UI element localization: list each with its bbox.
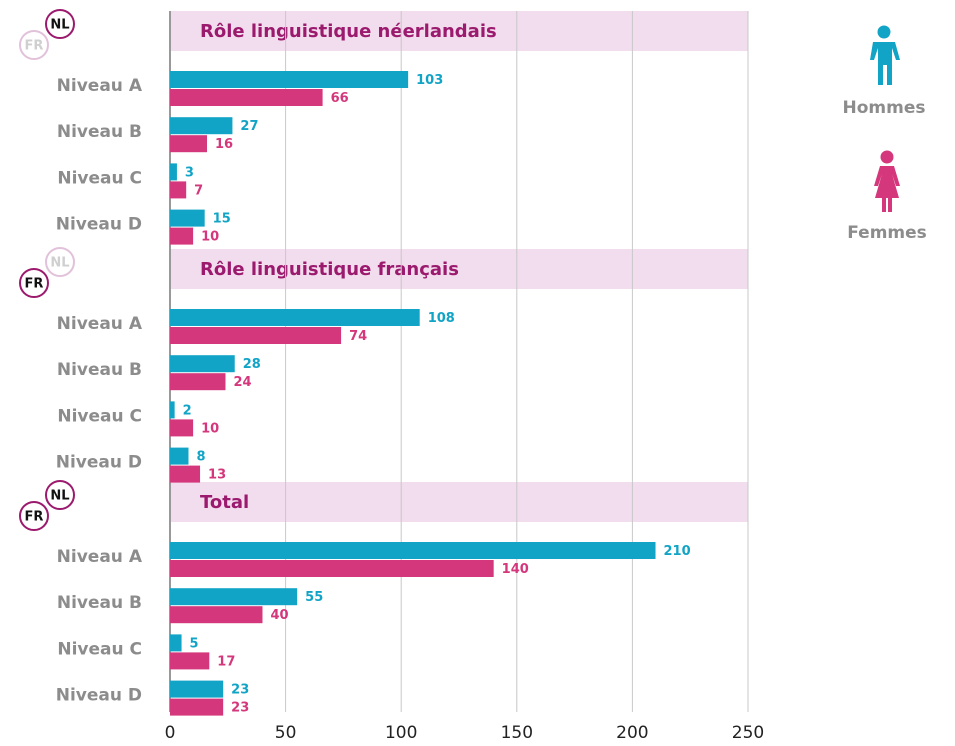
- panel-title: Rôle linguistique néerlandais: [200, 21, 497, 42]
- value-label: 17: [217, 654, 235, 669]
- x-tick-label: 200: [616, 723, 648, 743]
- bar: [170, 89, 323, 106]
- badge: [19, 501, 49, 531]
- bar: [170, 355, 235, 373]
- bar: [170, 117, 233, 135]
- x-tick-label: 100: [385, 723, 417, 743]
- bar: [170, 465, 201, 483]
- x-tick-label: 150: [501, 723, 533, 743]
- badge: [45, 480, 75, 510]
- bar: [170, 71, 409, 88]
- value-label: 10: [201, 230, 219, 245]
- y-tick-label: Niveau B: [57, 593, 142, 613]
- panel-header: [170, 249, 748, 289]
- value-label: 40: [270, 608, 288, 623]
- y-tick-label: Niveau C: [57, 639, 142, 659]
- y-tick-label: Niveau B: [57, 122, 142, 142]
- bar: [170, 163, 177, 181]
- value-label: 2: [183, 403, 192, 418]
- badge: [45, 247, 75, 277]
- panel-title: Total: [200, 492, 249, 513]
- bar: [170, 401, 175, 419]
- y-tick-label: Niveau A: [57, 314, 143, 334]
- bar: [170, 588, 298, 606]
- value-label: 66: [331, 91, 349, 106]
- y-tick-label: Niveau D: [56, 215, 142, 235]
- y-tick-label: Niveau C: [57, 168, 142, 188]
- value-label: 27: [240, 119, 258, 134]
- bar: [170, 327, 342, 344]
- value-label: 74: [349, 329, 367, 344]
- y-tick-label: Niveau A: [57, 547, 143, 567]
- bar: [170, 373, 226, 391]
- panel-header: [170, 11, 748, 51]
- panel-header: [170, 482, 748, 522]
- value-label: 108: [428, 311, 455, 326]
- x-tick-label: 0: [165, 723, 176, 743]
- value-label: 23: [231, 683, 249, 698]
- y-tick-label: Niveau B: [57, 360, 142, 380]
- value-label: 3: [185, 165, 194, 180]
- bar: [170, 135, 207, 153]
- bar: [170, 227, 194, 245]
- badge-label: FR: [25, 39, 44, 54]
- bar: [170, 419, 194, 437]
- bar: [170, 560, 494, 577]
- bar: [170, 652, 210, 670]
- value-label: 13: [208, 468, 226, 483]
- value-label: 15: [213, 212, 231, 227]
- bar: [170, 680, 224, 698]
- badge: [19, 30, 49, 60]
- value-label: 23: [231, 701, 249, 716]
- bar: [170, 309, 420, 326]
- value-label: 28: [243, 357, 261, 372]
- badge-label: FR: [25, 277, 44, 292]
- value-label: 7: [194, 183, 203, 198]
- y-tick-label: Niveau D: [56, 686, 142, 706]
- value-label: 24: [233, 375, 251, 390]
- bar: [170, 447, 189, 465]
- value-label: 103: [416, 73, 443, 88]
- value-label: 55: [305, 590, 323, 605]
- value-label: 140: [502, 562, 529, 577]
- badge-label: NL: [50, 489, 69, 504]
- badge-label: NL: [50, 256, 69, 271]
- legend-label: Hommes: [843, 98, 926, 118]
- y-tick-label: Niveau D: [56, 453, 142, 473]
- x-tick-label: 50: [275, 723, 297, 743]
- bar: [170, 634, 182, 652]
- badge: [45, 9, 75, 39]
- legend-label: Femmes: [847, 223, 927, 243]
- badge-label: NL: [50, 18, 69, 33]
- panel-title: Rôle linguistique français: [200, 259, 459, 280]
- value-label: 210: [664, 544, 691, 559]
- y-tick-label: Niveau C: [57, 406, 142, 426]
- bar: [170, 209, 205, 227]
- legend-icon-women: [874, 150, 900, 212]
- value-label: 16: [215, 137, 233, 152]
- legend-icon-men: [870, 25, 900, 85]
- value-label: 5: [190, 636, 199, 651]
- value-label: 8: [196, 450, 205, 465]
- bar: [170, 606, 263, 624]
- bar: [170, 181, 187, 199]
- bar: [170, 542, 656, 559]
- bar: [170, 698, 224, 716]
- badge: [19, 268, 49, 298]
- x-tick-label: 250: [732, 723, 764, 743]
- y-tick-label: Niveau A: [57, 76, 143, 96]
- value-label: 10: [201, 421, 219, 436]
- legend: Hommes Femmes: [843, 25, 927, 243]
- badge-label: FR: [25, 510, 44, 525]
